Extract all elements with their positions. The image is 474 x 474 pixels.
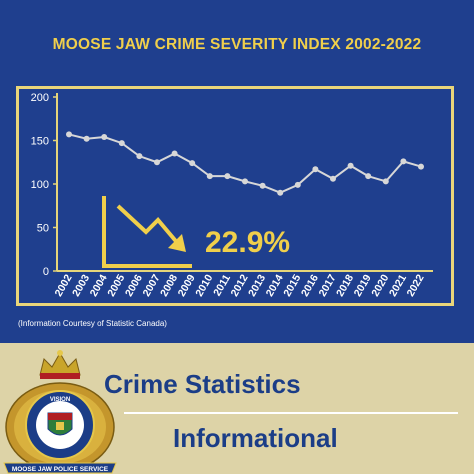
x-tick-label: 2015 [281,272,303,298]
y-tick-label: 100 [31,179,49,191]
data-point [277,189,284,196]
data-point [136,153,143,160]
banner-heading: Crime Statistics [104,369,301,399]
x-tick-label: 2013 [246,272,268,298]
data-point [382,178,389,185]
x-tick-label: 2009 [176,272,198,298]
x-tick-label: 2008 [158,272,180,298]
data-point [259,182,266,189]
data-point [312,166,319,173]
source-credit: (Information Courtesy of Statistic Canad… [18,319,167,328]
data-point [294,181,301,188]
trend-annotation: 22.9% [205,226,290,259]
x-tick-label: 2022 [405,272,427,298]
x-tick-label: 2002 [53,272,75,298]
data-point [118,140,125,147]
x-tick-label: 2005 [105,272,127,298]
y-tick-label: 200 [31,92,49,104]
divider [124,412,458,414]
trend-down-arrow-icon [102,196,192,268]
data-point [347,162,354,169]
data-point [189,160,196,167]
banner-subheading: Informational [173,423,338,453]
x-tick-label: 2010 [193,272,215,298]
data-point [400,158,407,165]
x-tick-label: 2017 [317,272,339,298]
x-tick-label: 2021 [387,272,409,298]
chart-title: MOOSE JAW CRIME SEVERITY INDEX 2002-2022 [52,36,422,53]
shield-icon [47,412,73,436]
data-point [330,175,336,182]
x-tick-label: 2007 [141,272,163,298]
x-tick-label: 2019 [352,272,374,298]
data-point [66,131,72,138]
crown-icon [39,350,81,379]
x-tick-label: 2018 [334,272,356,298]
x-tick-label: 2012 [229,272,251,298]
police-badge-logo: VISION MOOSE JAW POLICE SERVICE [3,350,117,474]
data-point [101,134,108,141]
data-point [418,163,424,170]
data-point [206,173,213,180]
y-tick-label: 0 [43,266,49,278]
data-point [83,135,90,142]
data-point [224,173,231,180]
chart-panel: MOOSE JAW CRIME SEVERITY INDEX 2002-2022… [16,36,454,328]
x-tick-label: 2006 [123,272,145,298]
ribbon: MOOSE JAW POLICE SERVICE [3,462,117,474]
data-point [154,159,160,166]
x-tick-label: 2014 [264,272,286,298]
data-point [171,150,178,157]
y-tick-label: 50 [37,223,49,235]
y-tick-label: 150 [31,136,49,148]
data-point [242,178,248,185]
line-chart: 0 50 100 150 200 2002200320042005200620072008… [31,92,433,299]
chart-frame [16,86,454,306]
x-tick-label: 2003 [70,272,92,298]
badge-ribbon-text: MOOSE JAW POLICE SERVICE [12,466,109,473]
data-point [365,173,372,180]
x-tick-label: 2020 [369,272,391,298]
x-tick-label: 2004 [88,272,110,298]
badge-motto: VISION [50,397,70,403]
x-tick-label: 2016 [299,272,321,298]
